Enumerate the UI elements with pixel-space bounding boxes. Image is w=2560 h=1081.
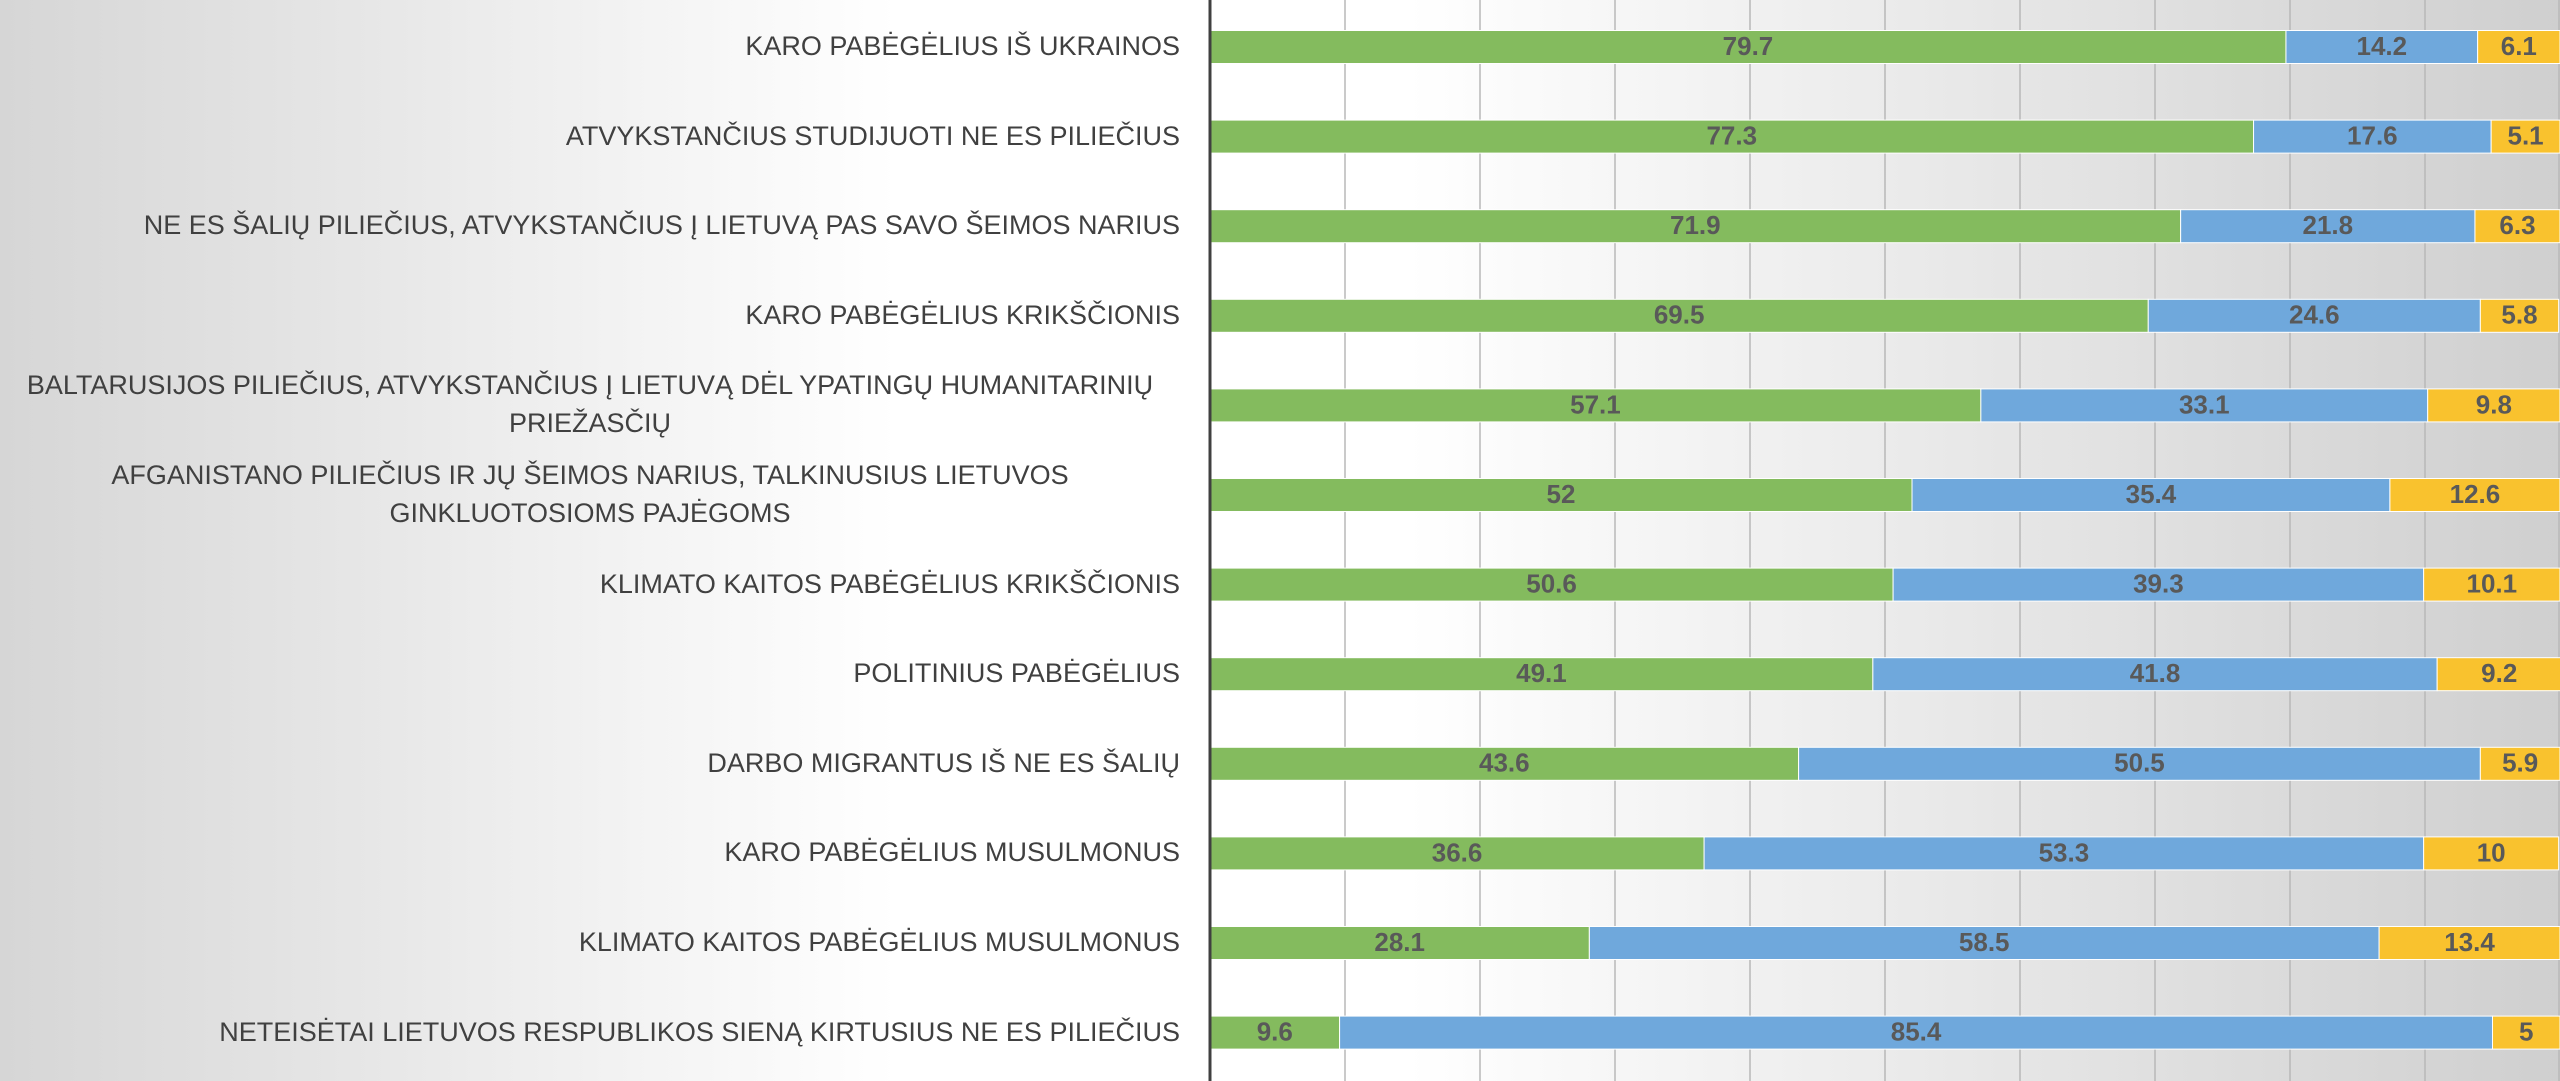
data-label: 13.4	[2444, 927, 2495, 957]
category-label: ATVYKSTANČIUS STUDIJUOTI NE ES PILIEČIUS	[565, 120, 1180, 151]
bar-segment	[1209, 746, 1800, 781]
data-label: 17.6	[2347, 120, 2398, 150]
category-label: NE ES ŠALIŲ PILIEČIUS, ATVYKSTANČIUS Į L…	[143, 210, 1180, 241]
data-label: 9.6	[1257, 1016, 1293, 1046]
data-label: 5.9	[2502, 748, 2538, 778]
data-label: 5.1	[2507, 120, 2543, 150]
category-label: KLIMATO KAITOS PABĖGĖLIUS KRIKŠČIONIS	[599, 568, 1180, 599]
data-label: 43.6	[1479, 748, 1530, 778]
bar-segment	[1339, 1015, 2493, 1050]
bar-segment	[2436, 657, 2560, 692]
data-label: 57.1	[1570, 389, 1621, 419]
data-label: 33.1	[2179, 389, 2230, 419]
category-label: KLIMATO KAITOS PABĖGĖLIUS MUSULMONUS	[578, 927, 1180, 958]
bar-segment	[1209, 30, 2287, 64]
data-label: 53.3	[2039, 837, 2090, 867]
data-label: 39.3	[2133, 568, 2184, 598]
bar-segment	[2474, 209, 2560, 244]
bar-segment	[1911, 478, 2391, 512]
category-label-box: AFGANISTANO PILIEČIUS IR JŲ ŠEIMOS NARIU…	[0, 457, 1180, 533]
category-label-box: ATVYKSTANČIUS STUDIJUOTI NE ES PILIEČIUS	[0, 118, 1180, 156]
data-label: 69.5	[1654, 300, 1705, 330]
data-label: 36.6	[1432, 837, 1483, 867]
bar-segment	[1209, 119, 2255, 154]
data-label: 6.1	[2501, 31, 2537, 61]
data-label: 24.6	[2289, 300, 2340, 330]
data-label: 9.8	[2476, 389, 2512, 419]
category-label-box: BALTARUSIJOS PILIEČIUS, ATVYKSTANČIUS Į …	[0, 368, 1180, 444]
category-label-box: KARO PABĖGĖLIUS MUSULMONUS	[0, 834, 1180, 872]
data-label: 52	[1547, 479, 1576, 509]
bar-segment	[1209, 298, 2149, 333]
category-label-box: NETEISĖTAI LIETUVOS RESPUBLIKOS SIENĄ KI…	[0, 1014, 1180, 1052]
bar-segment	[2378, 926, 2560, 960]
category-label-box: KLIMATO KAITOS PABĖGĖLIUS MUSULMONUS	[0, 924, 1180, 962]
bar-segment	[1209, 388, 1982, 423]
category-label-box: KARO PABĖGĖLIUS IŠ UKRAINOS	[0, 28, 1180, 66]
category-label: KARO PABĖGĖLIUS IŠ UKRAINOS	[745, 31, 1180, 62]
data-label: 5.8	[2501, 300, 2537, 330]
category-label: BALTARUSIJOS PILIEČIUS, ATVYKSTANČIUS Į …	[26, 370, 1154, 439]
data-label: 5	[2519, 1016, 2533, 1046]
data-label: 12.6	[2450, 479, 2501, 509]
category-label-box: KARO PABĖGĖLIUS KRIKŠČIONIS	[0, 297, 1180, 335]
bar-segment	[1209, 478, 1913, 512]
bar-segment	[1980, 388, 2429, 423]
data-label: 85.4	[1891, 1016, 1942, 1046]
data-label: 10	[2477, 837, 2506, 867]
bar-segment	[2490, 119, 2560, 154]
bar-segment	[2253, 119, 2492, 154]
bar-segment	[2389, 478, 2560, 512]
category-label: DARBO MIGRANTUS IŠ NE ES ŠALIŲ	[707, 747, 1180, 778]
data-label: 21.8	[2302, 210, 2353, 240]
category-label: POLITINIUS PABĖGĖLIUS	[853, 658, 1180, 689]
category-label: KARO PABĖGĖLIUS MUSULMONUS	[724, 837, 1180, 868]
bar-segment	[2285, 30, 2479, 64]
bar-segment	[1703, 836, 2425, 871]
data-label: 79.7	[1723, 31, 1774, 61]
data-label: 71.9	[1670, 210, 1721, 240]
category-label-box: NE ES ŠALIŲ PILIEČIUS, ATVYKSTANČIUS Į L…	[0, 207, 1180, 245]
category-label: KARO PABĖGĖLIUS KRIKŠČIONIS	[745, 299, 1180, 330]
bar-segment	[1209, 567, 1894, 602]
data-label: 14.2	[2356, 31, 2407, 61]
bar-segment	[1209, 209, 2182, 244]
category-label: NETEISĖTAI LIETUVOS RESPUBLIKOS SIENĄ KI…	[219, 1016, 1180, 1047]
data-label: 28.1	[1374, 927, 1425, 957]
data-label: 41.8	[2130, 658, 2181, 688]
bar-segment	[2479, 746, 2560, 781]
bar-segment	[2423, 567, 2560, 602]
category-label: AFGANISTANO PILIEČIUS IR JŲ ŠEIMOS NARIU…	[111, 460, 1069, 528]
category-label-box: POLITINIUS PABĖGĖLIUS	[0, 655, 1180, 693]
bar-segment	[2427, 388, 2560, 423]
bar-segment	[1892, 567, 2425, 602]
category-label-box: DARBO MIGRANTUS IŠ NE ES ŠALIŲ	[0, 745, 1180, 783]
data-label: 58.5	[1959, 927, 2010, 957]
data-label: 35.4	[2126, 479, 2177, 509]
category-label-box: KLIMATO KAITOS PABĖGĖLIUS KRIKŠČIONIS	[0, 566, 1180, 604]
bar-segment	[1872, 657, 2438, 692]
data-label: 6.3	[2499, 210, 2535, 240]
data-label: 50.5	[2114, 748, 2165, 778]
data-label: 50.6	[1526, 568, 1577, 598]
bar-segment	[2147, 298, 2481, 333]
data-label: 77.3	[1706, 120, 1757, 150]
data-label: 49.1	[1516, 658, 1567, 688]
bar-segment	[2423, 836, 2560, 871]
bar-segment	[1209, 657, 1874, 692]
bar-segment	[1588, 926, 2380, 960]
bar-segment	[1209, 836, 1705, 871]
data-label: 10.1	[2467, 568, 2518, 598]
data-label: 9.2	[2481, 658, 2517, 688]
bar-segment	[2492, 1015, 2560, 1050]
bar-segment	[2479, 298, 2560, 333]
